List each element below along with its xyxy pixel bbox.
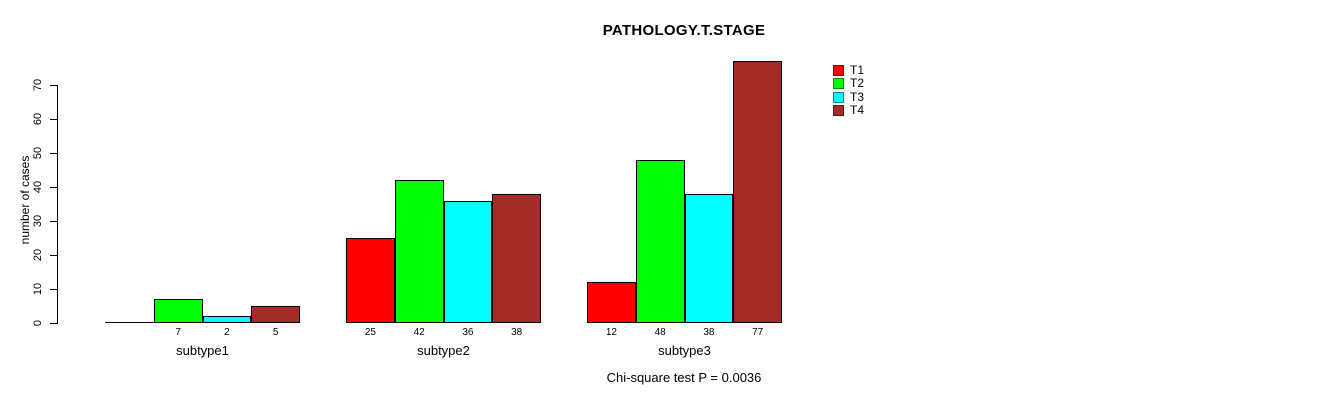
category-label-subtype3: subtype3: [658, 343, 711, 358]
bar-value-label: 48: [654, 327, 666, 338]
legend-swatch-icon: [833, 78, 844, 90]
bar-t2: [153, 299, 203, 323]
bar-value-label: 38: [703, 327, 715, 338]
y-tick-label: 30: [32, 214, 44, 228]
bar-value-label: 7: [175, 327, 181, 338]
bar-value-label: 77: [752, 327, 764, 338]
y-tick-label: 10: [32, 282, 44, 296]
bar-t2: [635, 159, 685, 323]
y-tick: [50, 84, 57, 86]
category-label-subtype1: subtype1: [176, 343, 229, 358]
bar-t4: [733, 61, 782, 323]
bar-value-label: 2: [224, 327, 230, 338]
chart-title: PATHOLOGY.T.STAGE: [602, 22, 766, 39]
legend-item-t1: T1: [833, 64, 864, 77]
legend: T1 T2 T3 T4: [833, 64, 864, 117]
legend-label: T3: [850, 89, 865, 104]
legend-label: T2: [850, 76, 865, 91]
legend-label: T4: [850, 103, 865, 118]
legend-swatch-icon: [833, 105, 844, 117]
y-tick: [50, 322, 57, 324]
category-label-subtype2: subtype2: [417, 343, 470, 358]
y-tick-label: 70: [32, 78, 44, 92]
bar-value-label: 5: [272, 327, 279, 338]
y-tick-label: 0: [32, 319, 44, 327]
legend-swatch-icon: [833, 91, 844, 103]
y-tick: [50, 152, 57, 154]
legend-swatch-icon: [833, 65, 844, 77]
y-tick-label: 50: [32, 146, 44, 160]
bar-value-label: 25: [364, 327, 376, 338]
y-tick-label: 20: [32, 248, 44, 262]
y-tick: [50, 254, 57, 256]
y-tick-label: 40: [32, 180, 44, 194]
bar-t3: [443, 200, 493, 323]
y-tick-label: 60: [32, 112, 44, 126]
bar-t2: [394, 180, 444, 323]
y-tick: [50, 118, 57, 120]
bar-t4: [251, 306, 300, 323]
bar-t1-zero: [105, 322, 154, 323]
legend-item-t2: T2: [833, 77, 864, 90]
bar-t1: [346, 238, 395, 323]
bar-value-label: 42: [413, 327, 425, 338]
y-tick: [50, 186, 57, 188]
bar-value-label: 12: [605, 327, 617, 338]
y-tick: [50, 220, 57, 222]
bar-t3: [202, 316, 252, 323]
legend-item-t4: T4: [833, 104, 864, 117]
legend-label: T1: [850, 63, 865, 78]
legend-item-t3: T3: [833, 89, 865, 104]
bar-value-label: 38: [511, 327, 523, 338]
bar-t4: [492, 193, 541, 323]
bar-value-label: 36: [462, 327, 474, 338]
y-axis-line: [57, 85, 58, 324]
y-tick: [50, 288, 57, 290]
bar-t3: [684, 193, 734, 323]
annotation-chi-square: Chi-square test P = 0.0036: [606, 370, 762, 385]
bar-t1: [587, 282, 636, 323]
